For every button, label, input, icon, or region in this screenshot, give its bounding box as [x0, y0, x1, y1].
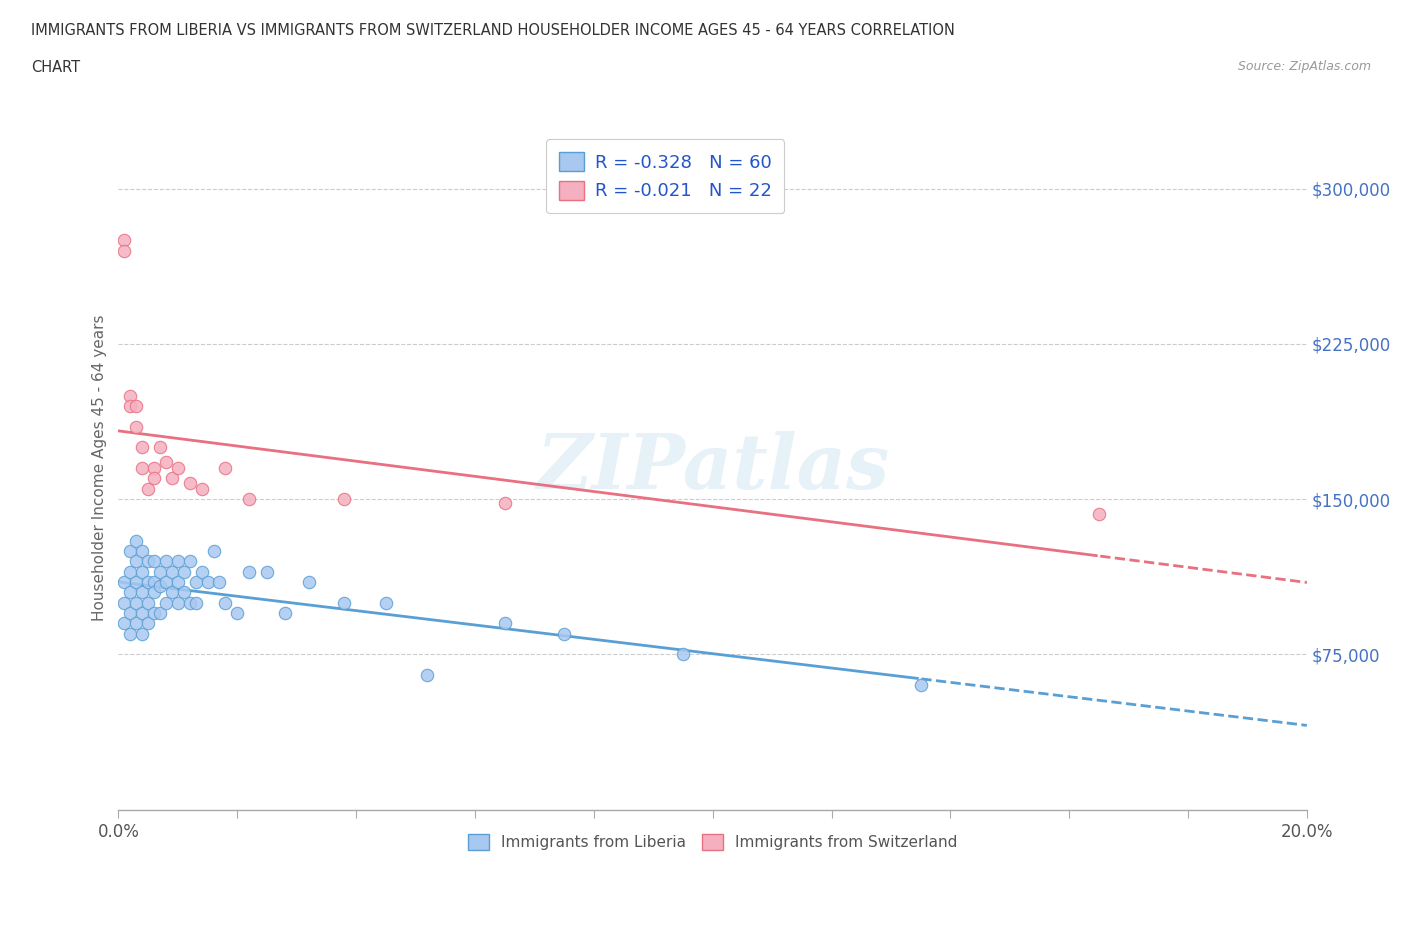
Point	[125, 553, 148, 568]
Text: IMMIGRANTS FROM LIBERIA VS IMMIGRANTS FROM SWITZERLAND HOUSEHOLDER INCOME AGES 4: IMMIGRANTS FROM LIBERIA VS IMMIGRANTS FR…	[31, 23, 955, 38]
Point	[149, 578, 172, 593]
Point	[112, 595, 135, 610]
Point	[333, 595, 356, 610]
Point	[149, 440, 172, 455]
Point	[136, 482, 159, 497]
Point	[143, 553, 166, 568]
Point	[131, 440, 153, 455]
Point	[120, 626, 142, 641]
Point	[120, 399, 142, 414]
Point	[155, 553, 177, 568]
Point	[143, 585, 166, 600]
Point	[1088, 506, 1111, 521]
Point	[120, 565, 142, 579]
Point	[160, 585, 183, 600]
Point	[112, 575, 135, 590]
Point	[494, 616, 516, 631]
Point	[214, 595, 236, 610]
Point	[167, 553, 190, 568]
Point	[179, 553, 201, 568]
Point	[167, 595, 190, 610]
Text: CHART: CHART	[31, 60, 80, 75]
Point	[149, 605, 172, 620]
Point	[155, 595, 177, 610]
Point	[208, 575, 231, 590]
Point	[226, 605, 249, 620]
Point	[143, 575, 166, 590]
Point	[136, 595, 159, 610]
Y-axis label: Householder Income Ages 45 - 64 years: Householder Income Ages 45 - 64 years	[93, 315, 107, 621]
Point	[274, 605, 297, 620]
Point	[333, 492, 356, 507]
Point	[143, 460, 166, 475]
Point	[136, 616, 159, 631]
Point	[120, 585, 142, 600]
Point	[167, 460, 190, 475]
Point	[131, 460, 153, 475]
Point	[256, 565, 278, 579]
Point	[125, 419, 148, 434]
Point	[120, 388, 142, 403]
Point	[173, 585, 195, 600]
Point	[155, 575, 177, 590]
Point	[184, 575, 207, 590]
Point	[136, 553, 159, 568]
Point	[184, 595, 207, 610]
Point	[214, 460, 236, 475]
Point	[238, 492, 260, 507]
Point	[179, 475, 201, 490]
Point	[131, 585, 153, 600]
Point	[125, 595, 148, 610]
Point	[112, 616, 135, 631]
Text: Source: ZipAtlas.com: Source: ZipAtlas.com	[1237, 60, 1371, 73]
Point	[155, 455, 177, 470]
Point	[125, 533, 148, 548]
Point	[910, 678, 932, 693]
Point	[149, 565, 172, 579]
Point	[553, 626, 575, 641]
Point	[143, 471, 166, 485]
Point	[416, 668, 439, 683]
Point	[179, 595, 201, 610]
Point	[167, 575, 190, 590]
Point	[494, 496, 516, 511]
Point	[120, 605, 142, 620]
Point	[143, 605, 166, 620]
Point	[190, 482, 212, 497]
Point	[374, 595, 396, 610]
Legend: Immigrants from Liberia, Immigrants from Switzerland: Immigrants from Liberia, Immigrants from…	[461, 828, 963, 857]
Point	[173, 565, 195, 579]
Point	[190, 565, 212, 579]
Point	[131, 626, 153, 641]
Point	[160, 471, 183, 485]
Point	[125, 616, 148, 631]
Point	[238, 565, 260, 579]
Point	[202, 543, 225, 558]
Point	[131, 565, 153, 579]
Point	[125, 575, 148, 590]
Point	[297, 575, 319, 590]
Point	[136, 575, 159, 590]
Point	[125, 399, 148, 414]
Point	[197, 575, 219, 590]
Point	[131, 543, 153, 558]
Point	[120, 543, 142, 558]
Point	[112, 244, 135, 259]
Point	[112, 233, 135, 248]
Text: ZIPatlas: ZIPatlas	[536, 432, 889, 505]
Point	[131, 605, 153, 620]
Point	[160, 565, 183, 579]
Point	[672, 647, 695, 662]
